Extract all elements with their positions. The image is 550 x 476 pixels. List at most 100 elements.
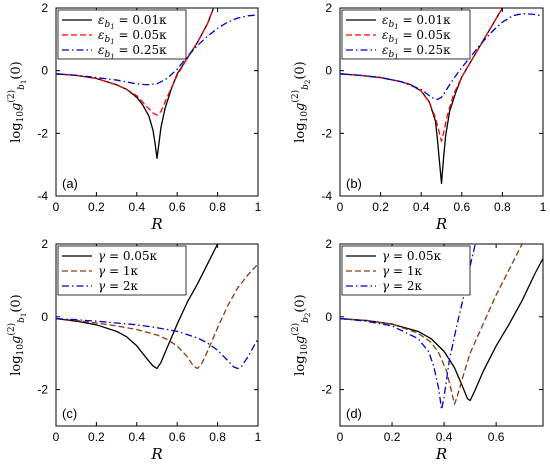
ylabel-log: log	[293, 355, 308, 375]
legend-symbol: γ	[382, 249, 390, 263]
y-axis-label: log10g(2)b1(0)	[6, 61, 28, 143]
x-axis-label: R	[150, 445, 162, 463]
y-tick-label: -2	[37, 383, 48, 397]
y-tick-label: 0	[41, 310, 48, 324]
ylabel-subb: b	[17, 317, 27, 323]
x-tick-label: 0.6	[169, 430, 186, 444]
x-tick-label: 1	[255, 430, 262, 444]
legend-rhs: = 2κ	[105, 279, 138, 293]
ylabel-subsub: 1	[20, 313, 28, 317]
legend-subsub: 1	[394, 23, 398, 31]
legend-symbol: ε	[98, 43, 104, 57]
panel-label: (c)	[62, 406, 77, 421]
legend-sub: b	[104, 35, 110, 45]
y-axis-label: log10g(2)b2(0)	[290, 294, 312, 376]
panel-label: (b)	[346, 176, 362, 191]
legend-rhs: = 0.05κ	[105, 249, 157, 263]
x-tick-label: 0.8	[494, 200, 511, 214]
panel-label: (d)	[346, 406, 362, 421]
legend-box	[57, 245, 187, 296]
series-line-2	[340, 244, 523, 405]
ylabel-subsub: 1	[20, 80, 28, 84]
ylabel-sub10: 10	[16, 344, 26, 356]
y-tick-label: -4	[321, 189, 332, 203]
legend-entry: γ = 1κ	[98, 264, 138, 278]
legend-entry: γ = 2κ	[98, 279, 138, 293]
ylabel-log: log	[9, 122, 24, 142]
legend-box	[57, 9, 187, 60]
legend-sub: b	[104, 50, 110, 60]
x-tick-label: 0.2	[372, 200, 389, 214]
y-tick-label: 0	[325, 310, 332, 324]
legend-symbol: γ	[98, 279, 106, 293]
panel-label: (a)	[62, 176, 78, 191]
x-tick-label: 0.4	[128, 200, 145, 214]
ylabel-subsub: 2	[304, 80, 312, 84]
legend-rhs: = 0.25κ	[399, 43, 451, 57]
series-line-3	[340, 12, 543, 101]
ylabel-post: (0)	[293, 61, 308, 79]
y-tick-label: -2	[321, 126, 332, 140]
series-group	[340, 244, 543, 411]
ylabel-g: g	[293, 103, 308, 111]
ylabel-subsub: 2	[304, 313, 312, 317]
x-tick-label: 0	[53, 200, 60, 214]
y-tick-label: -2	[37, 126, 48, 140]
ylabel-post: (0)	[293, 294, 308, 312]
y-tick-label: -4	[37, 189, 48, 203]
legend-symbol: ε	[98, 13, 104, 27]
legend-rhs: = 0.05κ	[399, 28, 451, 42]
series-line-1	[56, 244, 219, 370]
y-tick-label: 2	[325, 237, 332, 251]
legend-sub: b	[388, 50, 394, 60]
x-tick-label: 0.4	[128, 430, 145, 444]
ylabel-subb: b	[301, 84, 311, 90]
x-axis-label: R	[435, 215, 447, 233]
y-axis-label: log10g(2)b1(0)	[6, 294, 28, 376]
series-line-1	[340, 258, 543, 402]
legend-subsub: 1	[110, 38, 114, 46]
legend-symbol: γ	[98, 249, 106, 263]
x-tick-label: 0.8	[209, 430, 226, 444]
legend-entry: γ = 2κ	[382, 279, 422, 293]
legend-rhs: = 0.01κ	[399, 13, 451, 27]
legend-subsub: 1	[394, 38, 398, 46]
legend-entry: γ = 1κ	[382, 264, 422, 278]
x-tick-label: 0.2	[384, 430, 401, 444]
ylabel-sub10: 10	[300, 344, 310, 356]
legend-entry: εb1 = 0.01κ	[382, 13, 451, 31]
x-tick-label: 0.6	[169, 200, 186, 214]
y-tick-label: 0	[41, 64, 48, 78]
legend-rhs: = 0.25κ	[115, 43, 167, 57]
legend-entry: εb1 = 0.25κ	[98, 43, 167, 61]
y-tick-label: 2	[41, 1, 48, 15]
y-tick-label: 0	[325, 64, 332, 78]
series-line-2	[56, 8, 215, 116]
legend-sub: b	[388, 20, 394, 30]
y-axis-label: log10g(2)b2(0)	[290, 61, 312, 143]
legend-rhs: = 1κ	[389, 264, 422, 278]
series-line-3	[56, 317, 258, 370]
series-line-3	[340, 244, 476, 411]
legend-entry: γ = 0.05κ	[98, 249, 158, 263]
ylabel-sup: (2)	[290, 323, 301, 336]
ylabel-sup: (2)	[6, 323, 17, 336]
series-group	[340, 8, 543, 185]
x-axis-label: R	[150, 215, 162, 233]
legend-sub: b	[104, 20, 110, 30]
legend-symbol: γ	[382, 264, 390, 278]
legend-sub: b	[388, 35, 394, 45]
x-tick-label: 0.4	[413, 200, 430, 214]
series-line-2	[56, 263, 258, 370]
legend-rhs: = 2κ	[389, 279, 422, 293]
legend-rhs: = 1κ	[105, 264, 138, 278]
legend-symbol: γ	[98, 264, 106, 278]
y-tick-label: 2	[325, 1, 332, 15]
x-tick-label: 1	[540, 200, 547, 214]
ylabel-sub10: 10	[300, 111, 310, 123]
legend-box	[341, 245, 471, 296]
